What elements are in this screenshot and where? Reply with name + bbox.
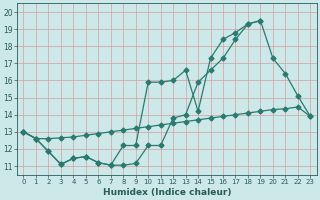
X-axis label: Humidex (Indice chaleur): Humidex (Indice chaleur)	[103, 188, 231, 197]
